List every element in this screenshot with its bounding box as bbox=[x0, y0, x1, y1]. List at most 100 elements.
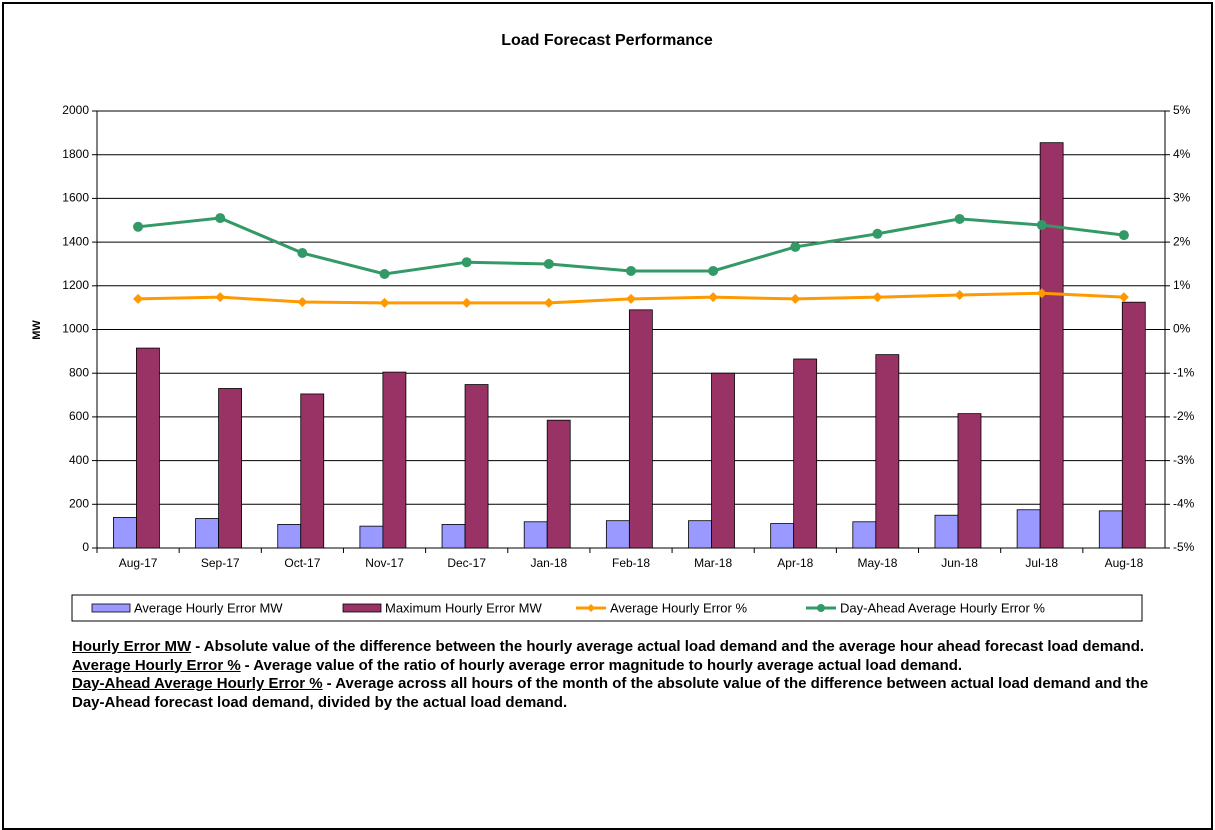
y2-tick-label: 5% bbox=[1173, 103, 1191, 117]
legend-marker bbox=[817, 604, 825, 612]
legend-box bbox=[71, 594, 1143, 622]
bar bbox=[136, 347, 160, 549]
marker bbox=[297, 248, 308, 259]
marker bbox=[954, 213, 965, 224]
legend-label: Average Hourly Error MW bbox=[134, 600, 283, 615]
y-tick-label: 1200 bbox=[62, 278, 89, 292]
chart: Load Forecast Performance MW 0 200 400 600 8… bbox=[31, 32, 1195, 622]
bar bbox=[852, 521, 877, 549]
marker bbox=[872, 292, 883, 303]
marker bbox=[133, 293, 144, 304]
x-tick-label: Jun-18 bbox=[941, 556, 978, 570]
bar bbox=[793, 358, 818, 549]
legend-label: Average Hourly Error % bbox=[610, 600, 747, 615]
line bbox=[137, 216, 1125, 276]
legend-marker bbox=[587, 604, 595, 612]
bar bbox=[934, 514, 959, 549]
chart-title: Load Forecast Performance bbox=[501, 32, 713, 49]
bar bbox=[711, 372, 735, 549]
marker bbox=[790, 293, 801, 304]
marker bbox=[708, 265, 719, 276]
marker bbox=[626, 293, 636, 304]
marker bbox=[133, 221, 144, 232]
x-tick-label: Oct-17 bbox=[284, 556, 320, 570]
y-tick-label: 2000 bbox=[62, 103, 89, 117]
y-tick-label: 800 bbox=[69, 365, 89, 379]
marker bbox=[297, 296, 308, 307]
marker bbox=[1118, 292, 1129, 303]
marker bbox=[461, 257, 472, 268]
marker bbox=[379, 297, 390, 308]
x-tick-label: Aug-17 bbox=[119, 556, 158, 570]
note: Day-Ahead Average Hourly Error % - Averag… bbox=[72, 675, 1152, 712]
bar bbox=[605, 520, 630, 549]
bar bbox=[1098, 510, 1123, 549]
bar bbox=[300, 393, 325, 549]
y-tick-label: 0 bbox=[82, 540, 89, 554]
note-term: Average Hourly Error % bbox=[72, 656, 241, 674]
note: Hourly Error MW - Absolute value of the d… bbox=[72, 638, 1152, 657]
x-tick-label: Apr-18 bbox=[777, 556, 813, 570]
note-term: Day-Ahead Average Hourly Error % bbox=[72, 675, 323, 692]
marker bbox=[1118, 230, 1129, 241]
legend-label: Maximum Hourly Error MW bbox=[385, 600, 542, 615]
bar bbox=[546, 419, 571, 549]
bar bbox=[688, 520, 712, 549]
y2-tick-label: 1% bbox=[1173, 278, 1191, 292]
x-tick-label: May-18 bbox=[857, 556, 897, 570]
legend-swatch bbox=[91, 603, 131, 613]
y2-tick-label: -5% bbox=[1173, 540, 1195, 554]
marker bbox=[1036, 288, 1047, 299]
x-tick-label: Sep-17 bbox=[201, 556, 240, 570]
marker bbox=[1036, 220, 1047, 231]
y-tick-label: 400 bbox=[69, 453, 89, 467]
y-tick-label: 1800 bbox=[62, 147, 89, 161]
y-axis-label: MW bbox=[31, 320, 43, 340]
x-tick-label: Aug-18 bbox=[1105, 556, 1144, 570]
marker bbox=[215, 213, 226, 224]
bar bbox=[1121, 301, 1146, 549]
bar bbox=[277, 524, 302, 549]
bar bbox=[359, 525, 384, 549]
y2-tick-label: 2% bbox=[1173, 234, 1191, 248]
x-tick-label: Feb-18 bbox=[612, 556, 650, 570]
marker bbox=[872, 228, 883, 239]
marker bbox=[543, 297, 554, 308]
y2-tick-label: 4% bbox=[1173, 147, 1191, 161]
marker bbox=[215, 292, 226, 303]
y2-tick-label: -1% bbox=[1173, 365, 1195, 379]
y-tick-label: 1600 bbox=[62, 191, 89, 205]
bar bbox=[875, 354, 900, 549]
marker bbox=[461, 297, 472, 308]
x-tick-label: Jul-18 bbox=[1025, 556, 1058, 570]
legend-label: Day-Ahead Average Hourly Error % bbox=[840, 600, 1045, 615]
marker bbox=[708, 292, 719, 303]
marker bbox=[543, 258, 554, 269]
y2-tick-label: 0% bbox=[1173, 322, 1191, 336]
bar bbox=[195, 518, 219, 549]
y2-tick-label: -3% bbox=[1173, 453, 1195, 467]
notes: Hourly Error MW - Absolute value of the d… bbox=[72, 638, 1152, 712]
note-text: - Absolute value of the difference betwe… bbox=[195, 638, 1145, 655]
marker bbox=[626, 265, 636, 276]
bar bbox=[523, 521, 548, 549]
y-tick-label: 200 bbox=[69, 496, 89, 510]
marker bbox=[379, 269, 390, 280]
marker bbox=[954, 289, 965, 300]
bar bbox=[382, 371, 407, 549]
x-tick-label: Jan-18 bbox=[530, 556, 567, 570]
bar bbox=[1039, 142, 1064, 549]
marker bbox=[790, 241, 801, 252]
bar bbox=[441, 524, 466, 549]
bar bbox=[770, 523, 795, 549]
y2-tick-label: 3% bbox=[1173, 191, 1191, 205]
y2-tick-label: -2% bbox=[1173, 409, 1195, 423]
y-tick-label: 600 bbox=[69, 409, 89, 423]
x-tick-label: Dec-17 bbox=[447, 556, 486, 570]
bar bbox=[1016, 509, 1041, 549]
bar bbox=[957, 413, 982, 549]
bar bbox=[113, 517, 137, 549]
note-text: - Average value of the ratio of hourly a… bbox=[244, 656, 963, 674]
bar bbox=[464, 384, 489, 549]
